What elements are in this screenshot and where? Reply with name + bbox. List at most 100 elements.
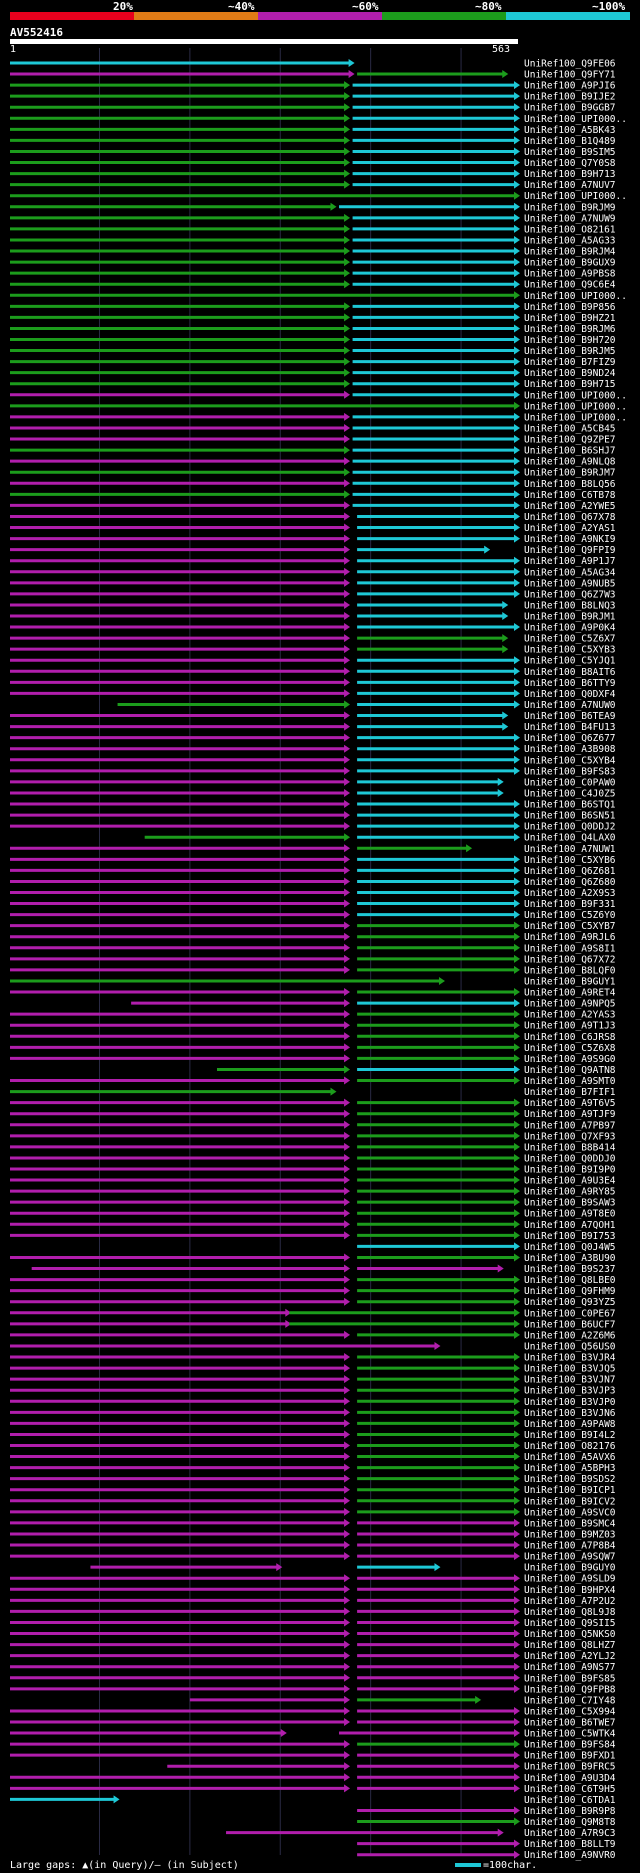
hit-label[interactable]: UniRef100_B9I753 bbox=[524, 1231, 616, 1242]
hit-label[interactable]: UniRef100_A9T1J3 bbox=[524, 1021, 616, 1032]
hit-label[interactable]: UniRef100_B9FS85 bbox=[524, 1673, 616, 1684]
hit-label[interactable]: UniRef100_B9RJM6 bbox=[524, 324, 616, 335]
hit-label[interactable]: UniRef100_B9ND24 bbox=[524, 368, 616, 379]
hit-label[interactable]: UniRef100_UPI000.. bbox=[524, 191, 627, 202]
hit-label[interactable]: UniRef100_C5X994 bbox=[524, 1706, 616, 1717]
hit-label[interactable]: UniRef100_B9GUY0 bbox=[524, 1563, 616, 1574]
hit-label[interactable]: UniRef100_C6TDA1 bbox=[524, 1795, 616, 1806]
hit-label[interactable]: UniRef100_Q9C6E4 bbox=[524, 280, 616, 291]
hit-label[interactable]: UniRef100_B3VJN6 bbox=[524, 1408, 616, 1419]
hit-label[interactable]: UniRef100_B9FS83 bbox=[524, 766, 616, 777]
hit-label[interactable]: UniRef100_C5XYB6 bbox=[524, 855, 616, 866]
hit-label[interactable]: UniRef100_UPI000.. bbox=[524, 412, 627, 423]
hit-label[interactable]: UniRef100_B9SIM5 bbox=[524, 147, 616, 158]
hit-label[interactable]: UniRef100_A9NPQ5 bbox=[524, 999, 616, 1010]
hit-label[interactable]: UniRef100_A9S8I1 bbox=[524, 943, 616, 954]
hit-label[interactable]: UniRef100_Q9M8T8 bbox=[524, 1817, 616, 1828]
hit-label[interactable]: UniRef100_A5CB45 bbox=[524, 423, 616, 434]
hit-label[interactable]: UniRef100_A9U3D4 bbox=[524, 1773, 616, 1784]
hit-label[interactable]: UniRef100_B9RJM1 bbox=[524, 612, 616, 623]
hit-label[interactable]: UniRef100_B6TEA9 bbox=[524, 711, 616, 722]
hit-label[interactable]: UniRef100_O82161 bbox=[524, 224, 616, 235]
hit-label[interactable]: UniRef100_Q5NKS0 bbox=[524, 1629, 616, 1640]
hit-label[interactable]: UniRef100_Q6Z677 bbox=[524, 733, 616, 744]
hit-label[interactable]: UniRef100_A9SVC0 bbox=[524, 1507, 616, 1518]
hit-label[interactable]: UniRef100_A7NUW1 bbox=[524, 844, 616, 855]
hit-label[interactable]: UniRef100_B6SHJ7 bbox=[524, 446, 616, 457]
hit-label[interactable]: UniRef100_Q9FPB8 bbox=[524, 1684, 616, 1695]
hit-label[interactable]: UniRef100_B6TTY9 bbox=[524, 678, 616, 689]
hit-label[interactable]: UniRef100_A9RJL6 bbox=[524, 932, 616, 943]
hit-label[interactable]: UniRef100_B9ICP1 bbox=[524, 1485, 616, 1496]
hit-label[interactable]: UniRef100_A2YAS1 bbox=[524, 523, 616, 534]
hit-label[interactable]: UniRef100_Q8L9J8 bbox=[524, 1607, 616, 1618]
hit-label[interactable]: UniRef100_Q9ZPE7 bbox=[524, 435, 616, 446]
hit-label[interactable]: UniRef100_A9TJF9 bbox=[524, 1109, 616, 1120]
hit-label[interactable]: UniRef100_B8LNQ3 bbox=[524, 600, 616, 611]
hit-label[interactable]: UniRef100_C5Z6Y0 bbox=[524, 910, 616, 921]
hit-label[interactable]: UniRef100_B9SDS2 bbox=[524, 1474, 616, 1485]
hit-label[interactable]: UniRef100_A9P1J7 bbox=[524, 556, 616, 567]
hit-label[interactable]: UniRef100_A9RY85 bbox=[524, 1187, 616, 1198]
hit-label[interactable]: UniRef100_B6STQ1 bbox=[524, 800, 616, 811]
hit-label[interactable]: UniRef100_B9R9P8 bbox=[524, 1806, 616, 1817]
hit-label[interactable]: UniRef100_Q8LHZ7 bbox=[524, 1640, 616, 1651]
hit-label[interactable]: UniRef100_B9FRC5 bbox=[524, 1762, 616, 1773]
hit-label[interactable]: UniRef100_B8LQF0 bbox=[524, 965, 616, 976]
hit-label[interactable]: UniRef100_A5AVX6 bbox=[524, 1452, 616, 1463]
hit-label[interactable]: UniRef100_C5WTK4 bbox=[524, 1729, 616, 1740]
hit-label[interactable]: UniRef100_A7QOH1 bbox=[524, 1220, 616, 1231]
hit-label[interactable]: UniRef100_B9S237 bbox=[524, 1264, 616, 1275]
hit-label[interactable]: UniRef100_B9I9P0 bbox=[524, 1165, 616, 1176]
hit-label[interactable]: UniRef100_A5AG34 bbox=[524, 567, 616, 578]
hit-label[interactable]: UniRef100_B1Q489 bbox=[524, 136, 616, 147]
hit-label[interactable]: UniRef100_A2YAS3 bbox=[524, 1010, 616, 1021]
hit-label[interactable]: UniRef100_C6TB78 bbox=[524, 490, 616, 501]
hit-label[interactable]: UniRef100_B3VJP3 bbox=[524, 1386, 616, 1397]
hit-label[interactable]: UniRef100_UPI000.. bbox=[524, 401, 627, 412]
hit-label[interactable]: UniRef100_B9H720 bbox=[524, 335, 616, 346]
hit-label[interactable]: UniRef100_A9SQW7 bbox=[524, 1552, 616, 1563]
hit-label[interactable]: UniRef100_Q6Z680 bbox=[524, 877, 616, 888]
hit-label[interactable]: UniRef100_Q67X78 bbox=[524, 512, 616, 523]
hit-label[interactable]: UniRef100_C5XYB4 bbox=[524, 755, 616, 766]
hit-label[interactable]: UniRef100_C5XYB7 bbox=[524, 921, 616, 932]
hit-label[interactable]: UniRef100_B9FXD1 bbox=[524, 1751, 616, 1762]
hit-label[interactable]: UniRef100_A5BPH3 bbox=[524, 1463, 616, 1474]
hit-label[interactable]: UniRef100_A9SLD9 bbox=[524, 1574, 616, 1585]
hit-label[interactable]: UniRef100_C5YJQ1 bbox=[524, 656, 616, 667]
hit-label[interactable]: UniRef100_C4J0Z5 bbox=[524, 788, 616, 799]
hit-label[interactable]: UniRef100_A9PBS8 bbox=[524, 269, 616, 280]
hit-label[interactable]: UniRef100_C0PAW0 bbox=[524, 777, 616, 788]
hit-label[interactable]: UniRef100_B9P856 bbox=[524, 302, 616, 313]
hit-label[interactable]: UniRef100_UPI000.. bbox=[524, 390, 627, 401]
hit-label[interactable]: UniRef100_A7PB97 bbox=[524, 1120, 616, 1131]
hit-label[interactable]: UniRef100_B6TWE7 bbox=[524, 1718, 616, 1729]
hit-label[interactable]: UniRef100_A5AG33 bbox=[524, 235, 616, 246]
hit-label[interactable]: UniRef100_Q67X72 bbox=[524, 954, 616, 965]
hit-label[interactable]: UniRef100_Q56US0 bbox=[524, 1341, 616, 1352]
hit-label[interactable]: UniRef100_B9RJM5 bbox=[524, 346, 616, 357]
hit-label[interactable]: UniRef100_A7NUV7 bbox=[524, 180, 616, 191]
hit-label[interactable]: UniRef100_A9RET4 bbox=[524, 988, 616, 999]
hit-label[interactable]: UniRef100_A9P0K4 bbox=[524, 623, 616, 634]
hit-label[interactable]: UniRef100_Q9ATN8 bbox=[524, 1065, 616, 1076]
hit-label[interactable]: UniRef100_B9FS84 bbox=[524, 1740, 616, 1751]
hit-label[interactable]: UniRef100_Q9FPI9 bbox=[524, 545, 616, 556]
hit-label[interactable]: UniRef100_A9T6V5 bbox=[524, 1098, 616, 1109]
hit-label[interactable]: UniRef100_A7NUW9 bbox=[524, 213, 616, 224]
hit-label[interactable]: UniRef100_A9U3E4 bbox=[524, 1176, 616, 1187]
hit-label[interactable]: UniRef100_A3B908 bbox=[524, 744, 616, 755]
hit-label[interactable]: UniRef100_A9NLQ8 bbox=[524, 457, 616, 468]
hit-label[interactable]: UniRef100_A2X9S3 bbox=[524, 888, 616, 899]
hit-label[interactable]: UniRef100_A9PJI6 bbox=[524, 81, 616, 92]
hit-label[interactable]: UniRef100_A7P2U2 bbox=[524, 1596, 616, 1607]
hit-label[interactable]: UniRef100_Q6Z7W3 bbox=[524, 589, 616, 600]
hit-label[interactable]: UniRef100_B9GGB7 bbox=[524, 103, 616, 114]
hit-label[interactable]: UniRef100_C0PE67 bbox=[524, 1308, 616, 1319]
hit-label[interactable]: UniRef100_A7P8B4 bbox=[524, 1541, 616, 1552]
hit-label[interactable]: UniRef100_B9ICV2 bbox=[524, 1496, 616, 1507]
hit-label[interactable]: UniRef100_A5BK43 bbox=[524, 125, 616, 136]
hit-label[interactable]: UniRef100_A2YWE5 bbox=[524, 501, 616, 512]
hit-label[interactable]: UniRef100_B9RJM7 bbox=[524, 468, 616, 479]
